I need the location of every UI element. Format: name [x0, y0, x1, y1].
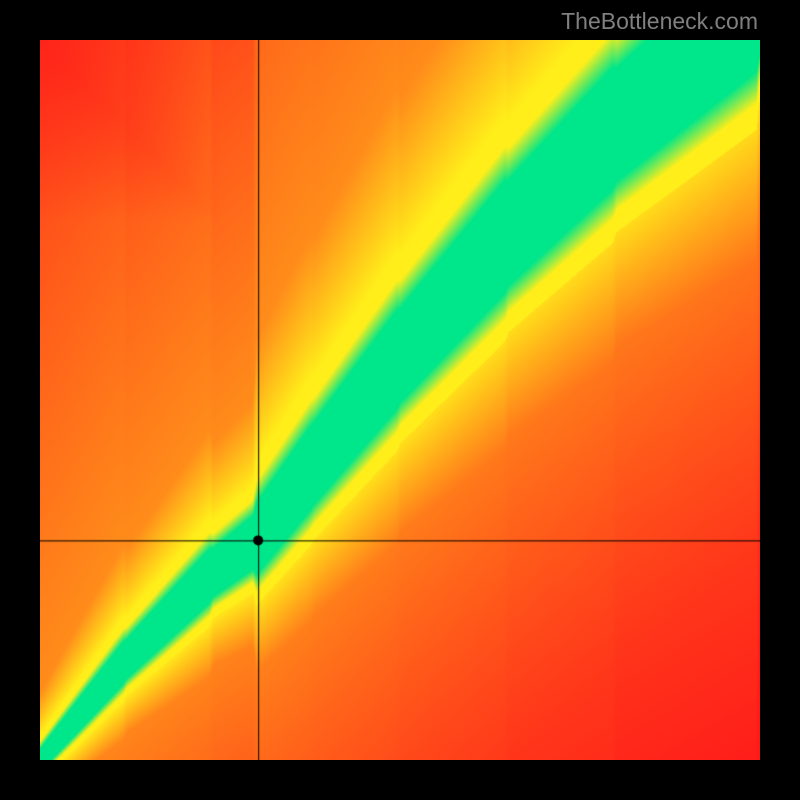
heatmap-canvas [40, 40, 760, 760]
watermark-text: TheBottleneck.com [561, 8, 758, 35]
bottleneck-heatmap [40, 40, 760, 760]
